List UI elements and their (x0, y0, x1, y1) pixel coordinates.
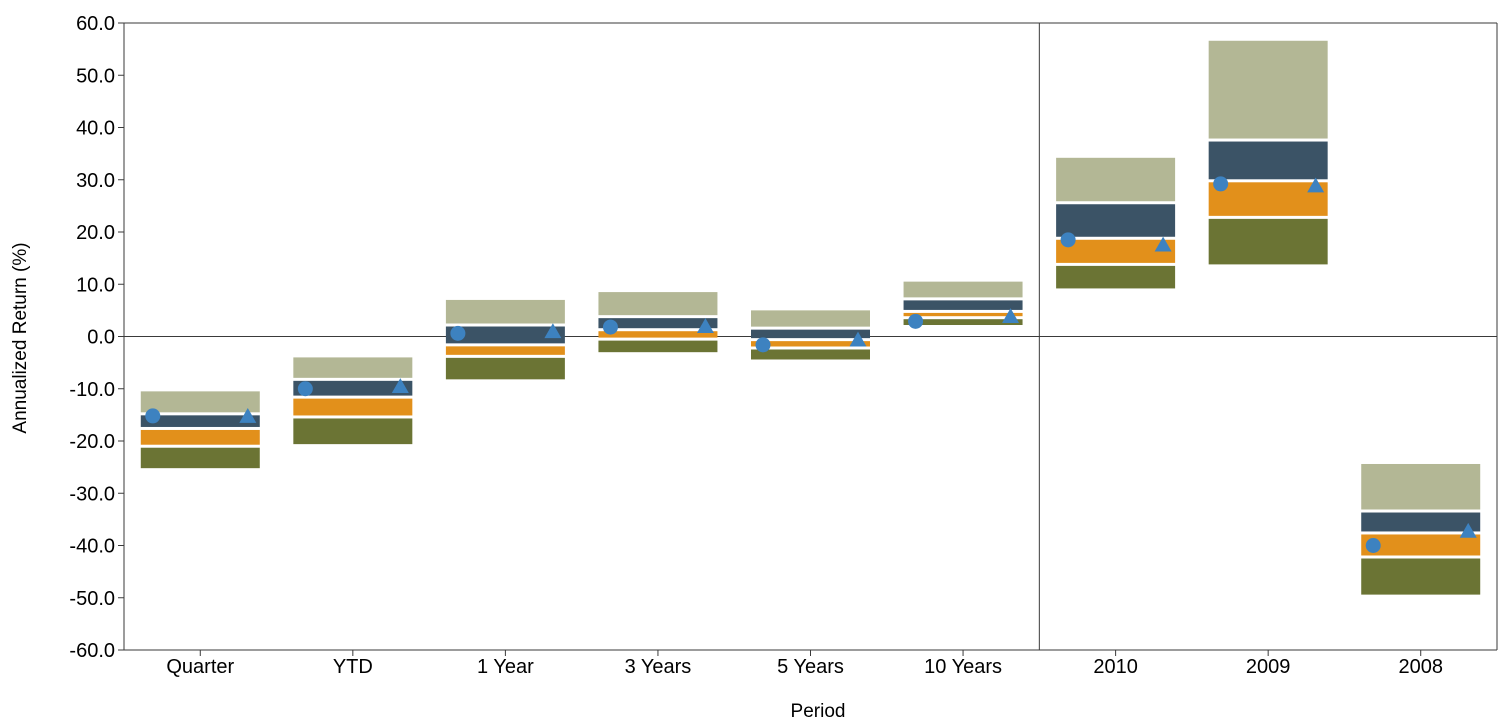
circle-marker (755, 337, 771, 353)
band-second-quartile (293, 380, 413, 396)
triangle-marker (1154, 236, 1172, 252)
y-tick-label: 60.0 (76, 13, 115, 35)
y-tick-label: 30.0 (76, 170, 115, 192)
x-axis-title: Period (791, 701, 846, 722)
triangle-marker (391, 378, 409, 394)
x-category-label: 10 Years (924, 656, 1002, 678)
bands (140, 40, 1481, 595)
band-third-quartile (1208, 182, 1328, 216)
band-top-quartile (1361, 463, 1481, 510)
band-top-quartile (293, 357, 413, 378)
x-category-label: 5 Years (777, 656, 844, 678)
y-tick-label: 10.0 (76, 274, 115, 296)
circle-marker (450, 325, 466, 341)
circle-marker (602, 319, 618, 335)
x-category-label: 1 Year (477, 656, 534, 678)
band-bottom-quartile (1208, 218, 1328, 265)
triangle-marker (849, 331, 867, 347)
triangle-marker (239, 407, 257, 423)
band-bottom-quartile (1056, 265, 1176, 289)
band-second-quartile (1208, 141, 1328, 180)
x-category-label: 2010 (1093, 656, 1138, 678)
x-category-label: 3 Years (625, 656, 692, 678)
y-tick-label: 40.0 (76, 118, 115, 140)
triangle-marker (1459, 522, 1477, 538)
y-tick-label: 20.0 (76, 222, 115, 244)
circle-marker (1213, 176, 1229, 192)
y-tick-label: -30.0 (69, 483, 115, 505)
circle-marker (1365, 538, 1381, 553)
band-third-quartile (1361, 534, 1481, 556)
y-axis-title: Annualized Return (%) (10, 242, 31, 433)
band-bottom-quartile (751, 349, 870, 360)
band-bottom-quartile (1361, 558, 1481, 595)
band-top-quartile (140, 391, 260, 413)
band-bottom-quartile (598, 340, 718, 353)
band-top-quartile (1208, 40, 1328, 139)
band-second-quartile (598, 318, 718, 329)
x-axis: Quarter YTD 1 Year 3 Years 5 Years 10 Years 20… (166, 650, 1443, 678)
y-tick-label: -20.0 (69, 431, 115, 453)
markers (145, 176, 1477, 553)
band-second-quartile (751, 329, 870, 339)
y-tick-label: -40.0 (69, 536, 115, 558)
y-tick-label: -10.0 (69, 379, 115, 401)
band-top-quartile (1056, 157, 1176, 202)
y-tick-label: -50.0 (69, 588, 115, 610)
band-third-quartile (751, 341, 870, 347)
band-top-quartile (598, 292, 718, 316)
x-category-label: YTD (333, 656, 373, 678)
x-category-label: 2009 (1246, 656, 1291, 678)
circle-marker (297, 381, 313, 397)
triangle-marker (544, 323, 562, 339)
triangle-marker (696, 318, 714, 333)
x-category-label: Quarter (166, 656, 234, 678)
band-third-quartile (140, 429, 260, 445)
band-third-quartile (903, 312, 1023, 317)
band-second-quartile (903, 300, 1023, 310)
band-bottom-quartile (140, 447, 260, 469)
band-second-quartile (445, 326, 565, 344)
band-second-quartile (1361, 512, 1481, 532)
band-bottom-quartile (445, 357, 565, 380)
y-axis: 60.0 50.0 40.0 30.0 20.0 10.0 0.0 -10.0 -20.0 -30… (69, 13, 124, 662)
triangle-marker (1307, 177, 1325, 193)
band-second-quartile (140, 415, 260, 427)
band-top-quartile (445, 299, 565, 324)
circle-marker (1060, 232, 1076, 248)
y-tick-label: 50.0 (76, 65, 115, 87)
band-bottom-quartile (293, 418, 413, 445)
triangle-marker (1002, 308, 1020, 324)
band-third-quartile (445, 346, 565, 355)
band-top-quartile (751, 310, 870, 327)
band-third-quartile (293, 398, 413, 416)
band-bottom-quartile (903, 319, 1023, 326)
band-second-quartile (1056, 204, 1176, 237)
y-tick-label: -60.0 (69, 640, 115, 662)
x-category-label: 2008 (1398, 656, 1443, 678)
band-top-quartile (903, 281, 1023, 298)
y-tick-label: 0.0 (87, 327, 115, 349)
band-third-quartile (1056, 239, 1176, 263)
circle-marker (145, 408, 161, 424)
band-third-quartile (598, 331, 718, 338)
circle-marker (908, 313, 924, 329)
